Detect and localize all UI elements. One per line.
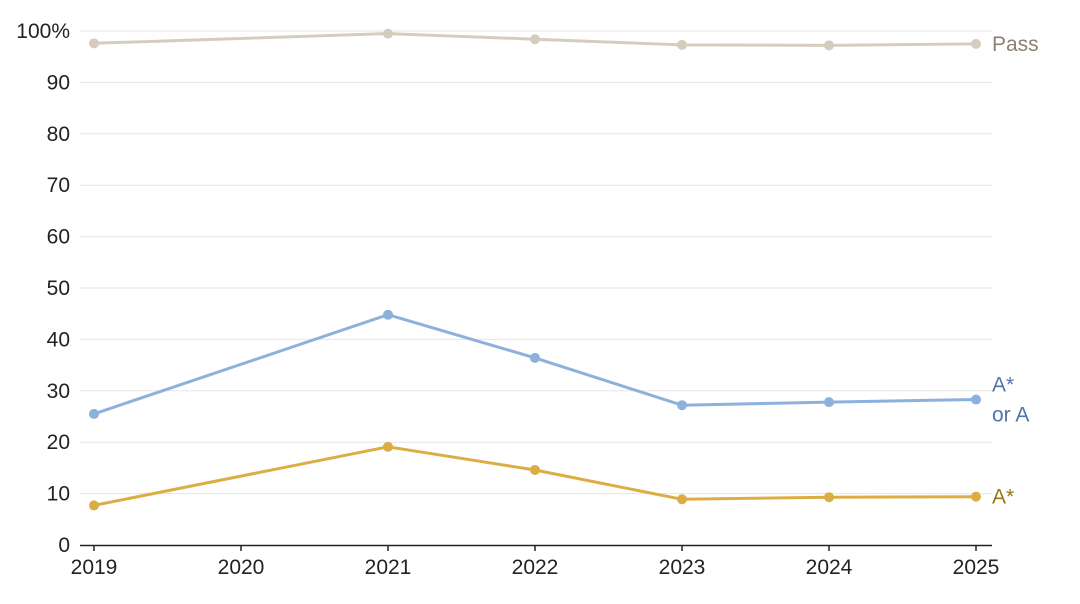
series-a-or-a: [89, 309, 981, 419]
y-tick-label: 50: [47, 277, 70, 300]
y-tick-label: 100%: [16, 20, 70, 43]
series-label-a-or-a: or A: [992, 404, 1029, 427]
data-point-a: [530, 464, 540, 475]
data-point-pass: [971, 38, 981, 49]
x-tick-label: 2020: [218, 556, 265, 579]
series-line-a: [92, 445, 978, 507]
data-point-pass: [530, 34, 540, 45]
data-point-a-or-a: [89, 408, 99, 419]
y-tick-label: 40: [47, 328, 70, 351]
series-pass: [89, 28, 981, 51]
x-tick-label: 2021: [365, 556, 412, 579]
y-tick-label: 70: [47, 174, 70, 197]
x-tick-label: 2024: [806, 556, 853, 579]
series-line-a-or-a: [92, 313, 978, 416]
data-point-a: [824, 492, 834, 503]
data-point-a-or-a: [677, 400, 687, 411]
data-point-pass: [677, 39, 687, 50]
data-point-pass: [824, 40, 834, 51]
data-point-a: [383, 441, 393, 452]
data-point-pass: [89, 38, 99, 49]
y-axis-tick-labels: 0 10 20 30 40 50 60 70 80 90 100%: [16, 20, 70, 557]
series-lines: [89, 28, 981, 511]
series-labels: Pass A* or A A*: [992, 33, 1039, 509]
series-label-pass: Pass: [992, 33, 1039, 56]
data-point-a-or-a: [971, 394, 981, 405]
data-point-a: [677, 494, 687, 505]
y-tick-label: 0: [58, 534, 70, 557]
data-point-a: [971, 491, 981, 502]
series-label-a: A*: [992, 486, 1014, 509]
y-tick-label: 10: [47, 483, 70, 506]
series-a: [89, 441, 981, 511]
x-tick-label: 2022: [512, 556, 559, 579]
y-tick-label: 30: [47, 380, 70, 403]
y-tick-label: 90: [47, 71, 70, 94]
x-tick-label: 2025: [953, 556, 1000, 579]
data-point-a-or-a: [824, 397, 834, 408]
y-tick-label: 60: [47, 226, 70, 249]
series-line-pass: [92, 32, 978, 47]
x-tick-label: 2023: [659, 556, 706, 579]
x-axis: 2019 2020 2021 2022 2023 2024 2025: [71, 544, 1000, 579]
x-tick-label: 2019: [71, 556, 118, 579]
gridlines: [80, 30, 992, 495]
y-tick-label: 20: [47, 431, 70, 454]
data-point-a-or-a: [383, 309, 393, 320]
y-tick-label: 80: [47, 123, 70, 146]
data-point-a-or-a: [530, 352, 540, 363]
data-point-pass: [383, 28, 393, 39]
data-point-a: [89, 500, 99, 511]
series-label-a-or-a: A*: [992, 374, 1014, 397]
